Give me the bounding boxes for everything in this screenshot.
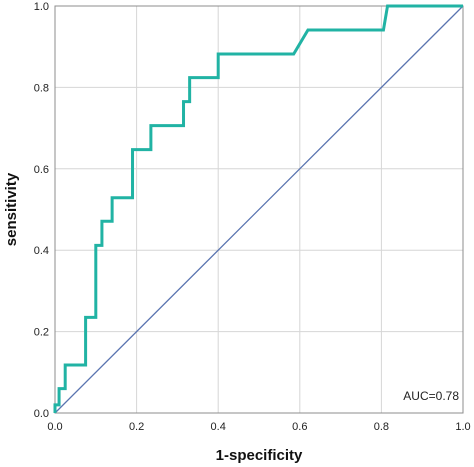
y-tick-label: 0.2 bbox=[34, 327, 49, 339]
y-tick-label: 0.6 bbox=[34, 164, 49, 176]
x-tick-label: 0.6 bbox=[292, 421, 307, 433]
x-tick-label: 1.0 bbox=[455, 421, 470, 433]
x-axis-title: 1-specificity bbox=[216, 447, 303, 464]
x-tick-label: 0.4 bbox=[211, 421, 226, 433]
auc-annotation: AUC=0.78 bbox=[403, 389, 459, 403]
y-axis-title: sensitivity bbox=[3, 172, 20, 246]
x-tick-label: 0.2 bbox=[129, 421, 144, 433]
roc-curve-line bbox=[53, 4, 463, 413]
x-tick-labels: 0.0 0.2 0.4 0.6 0.8 1.0 bbox=[47, 421, 470, 433]
x-tick-label: 0.0 bbox=[47, 421, 62, 433]
y-tick-label: 0.8 bbox=[34, 82, 49, 94]
y-tick-label: 0.4 bbox=[34, 245, 49, 257]
y-tick-label: 0.0 bbox=[34, 408, 49, 420]
x-tick-label: 0.8 bbox=[374, 421, 389, 433]
series-layer bbox=[53, 4, 464, 414]
y-tick-labels: 0.0 0.2 0.4 0.6 0.8 1.0 bbox=[34, 1, 49, 420]
y-tick-label: 1.0 bbox=[34, 1, 49, 13]
reference-diagonal-line bbox=[54, 5, 464, 414]
plot-frame bbox=[54, 5, 464, 414]
